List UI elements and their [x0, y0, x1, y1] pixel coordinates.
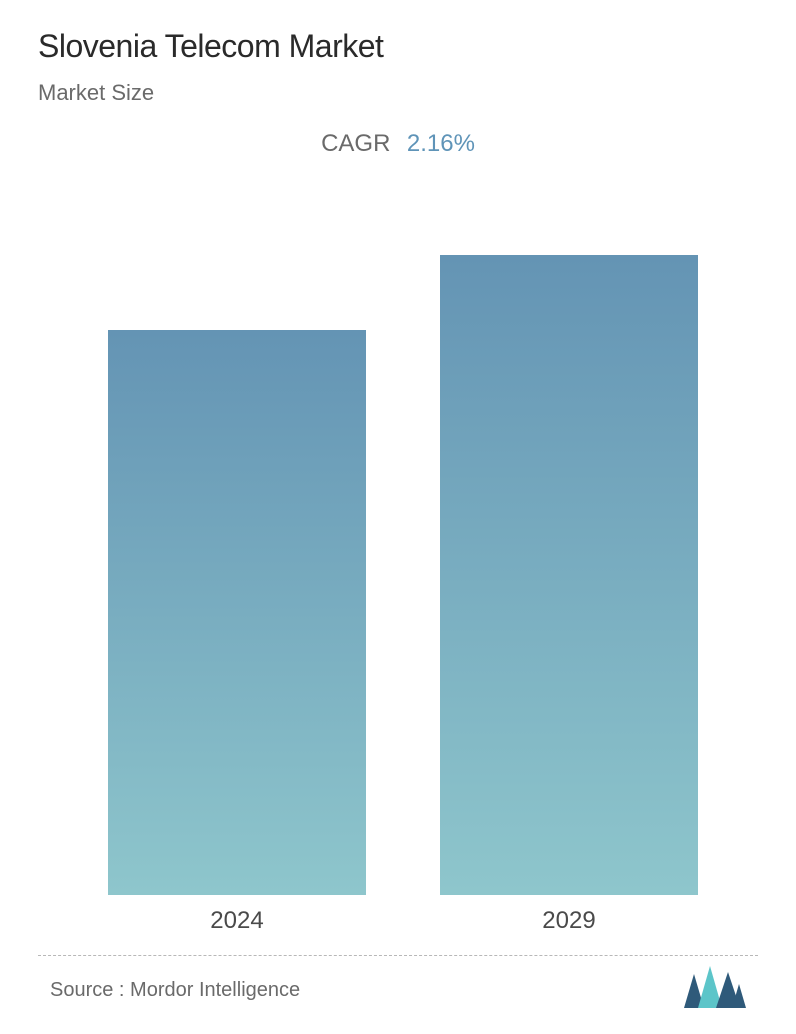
footer-divider — [38, 955, 758, 956]
chart-subtitle: Market Size — [38, 80, 154, 106]
bar-2029 — [440, 255, 698, 895]
mordor-logo-icon — [684, 966, 746, 1008]
bar-chart — [0, 195, 796, 895]
source-attribution: Source : Mordor Intelligence — [50, 979, 300, 1002]
chart-title: Slovenia Telecom Market — [38, 28, 383, 65]
bar-label-2029: 2029 — [440, 907, 698, 935]
bar-2024 — [108, 330, 366, 895]
bar-label-2024: 2024 — [108, 907, 366, 935]
cagr-value: 2.16% — [407, 130, 475, 157]
cagr-label: CAGR — [321, 130, 390, 157]
cagr-row: CAGR 2.16% — [0, 130, 796, 158]
